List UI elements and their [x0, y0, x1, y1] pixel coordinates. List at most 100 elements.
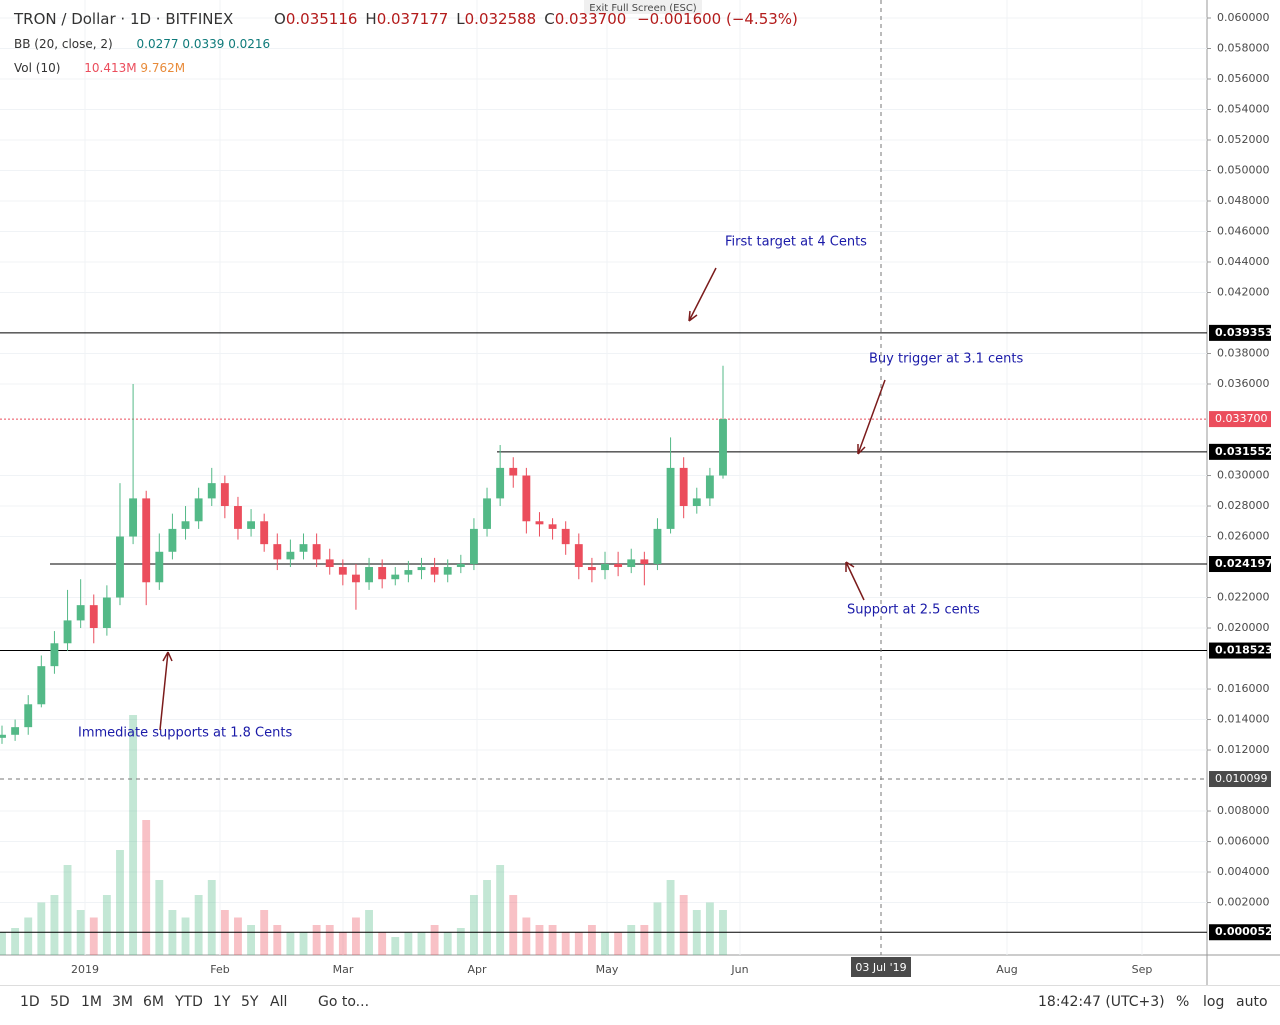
candle-body	[430, 567, 439, 575]
plot-area	[0, 0, 1207, 955]
x-tick-label: Mar	[333, 963, 354, 976]
range-button[interactable]: All	[270, 994, 288, 1010]
ohlc-value: 0.035116	[285, 10, 358, 28]
volume-bar	[705, 902, 714, 955]
candle-body	[11, 727, 20, 735]
scale-button[interactable]: log	[1203, 994, 1225, 1010]
candle-body	[325, 559, 334, 568]
candle-body	[365, 567, 373, 583]
volume-bar	[614, 932, 623, 955]
candle-body	[692, 498, 701, 507]
range-button[interactable]: 1M	[81, 994, 102, 1010]
y-tick-label: 0.022000	[1217, 591, 1270, 604]
candle-body	[404, 570, 413, 575]
exit-fullscreen[interactable]: Exit Full Screen (ESC)	[589, 3, 697, 14]
x-tick-label: Jun	[730, 963, 748, 976]
candle-body	[89, 605, 98, 629]
range-button[interactable]: 6M	[143, 994, 164, 1010]
volume-bar	[666, 880, 675, 955]
candle-body	[129, 498, 138, 537]
range-button[interactable]: YTD	[175, 994, 203, 1010]
y-tick-label: 0.048000	[1217, 194, 1270, 207]
volume-bar	[587, 925, 596, 955]
y-tick-label: 0.016000	[1217, 682, 1270, 695]
crosshair-x-label: 03 Jul '19	[855, 961, 906, 974]
candle-body	[587, 567, 596, 571]
x-tick-label: May	[596, 963, 619, 976]
volume-bar	[50, 895, 59, 955]
bb-value: 0.0339	[182, 37, 225, 51]
level-label: 0.018523	[1215, 644, 1273, 657]
volume-bar	[234, 917, 242, 955]
y-tick-label: 0.050000	[1217, 164, 1270, 177]
candle-body	[417, 567, 426, 571]
candle-body	[574, 544, 583, 568]
y-tick-label: 0.054000	[1217, 103, 1270, 116]
candle-body	[194, 498, 203, 522]
volume-bar	[181, 917, 190, 955]
candle-body	[456, 563, 465, 568]
candle-body	[719, 419, 727, 476]
y-tick-label: 0.012000	[1217, 743, 1270, 756]
level-label-box	[1209, 924, 1271, 941]
volume-bar	[312, 925, 321, 955]
volume-bar	[116, 850, 124, 955]
x-tick-label: 2019	[71, 963, 99, 976]
ohlc: O0.035116 H0.037177 L0.032588 C0.033700	[266, 10, 626, 28]
range-button[interactable]: 5Y	[241, 994, 259, 1010]
scale-button[interactable]: %	[1176, 994, 1190, 1010]
symbol[interactable]: TRON / Dollar	[14, 10, 116, 28]
interval: 1D	[129, 10, 152, 28]
crosshair-y-label: 0.010099	[1215, 772, 1268, 785]
candle-body	[509, 467, 518, 476]
range-button[interactable]: 1D	[20, 994, 40, 1010]
vol-name[interactable]: Vol (10)	[14, 61, 61, 75]
volume-bar	[430, 925, 439, 955]
exit-box[interactable]	[584, 0, 702, 14]
y-tick-label: 0.060000	[1217, 11, 1270, 24]
range-button[interactable]: 5D	[50, 994, 70, 1010]
candle-body	[469, 528, 478, 564]
candle-body	[168, 528, 177, 552]
volume-bar	[325, 925, 334, 955]
volume-bar	[496, 865, 505, 955]
x-tick-label: Sep	[1132, 963, 1153, 976]
volume-bar	[679, 895, 688, 955]
candle-body	[50, 643, 59, 667]
y-tick-label: 0.042000	[1217, 286, 1270, 299]
candle-body	[679, 467, 688, 507]
candle-body	[548, 524, 557, 529]
candle-body	[601, 563, 609, 571]
ohlc-label: C	[544, 10, 555, 28]
candle-body	[653, 528, 662, 564]
ohlc-value: 0.032588	[464, 10, 537, 28]
range-button[interactable]: 3M	[112, 994, 133, 1010]
volume-bar	[273, 925, 282, 955]
goto[interactable]: Go to...	[318, 994, 370, 1010]
volume-bar	[404, 932, 413, 955]
bb-value: 0.0216	[228, 37, 271, 51]
bb-name[interactable]: BB (20, close, 2)	[14, 37, 113, 51]
arrow	[845, 561, 865, 601]
volume-bar	[653, 902, 662, 955]
candle-body	[614, 563, 623, 568]
y-tick-label: 0.044000	[1217, 255, 1270, 268]
scale-button[interactable]: auto	[1236, 994, 1268, 1010]
candle-body	[640, 559, 649, 564]
volume-bar	[469, 895, 478, 955]
range-button[interactable]: 1Y	[213, 994, 231, 1010]
annotation: Support at 2.5 cents	[847, 603, 980, 618]
volume-bar	[338, 932, 347, 955]
y-tick-label: 0.028000	[1217, 499, 1270, 512]
volume-bar	[509, 895, 518, 955]
level-label-box	[1209, 642, 1271, 659]
candle-body	[234, 506, 242, 529]
y-tick-label: 0.008000	[1217, 804, 1270, 817]
volume-bar	[142, 820, 151, 955]
candle-body	[142, 498, 151, 583]
candle-body	[63, 620, 72, 644]
volume-bar	[194, 895, 203, 955]
volume-bar	[352, 917, 360, 955]
volume-bar	[207, 880, 216, 955]
